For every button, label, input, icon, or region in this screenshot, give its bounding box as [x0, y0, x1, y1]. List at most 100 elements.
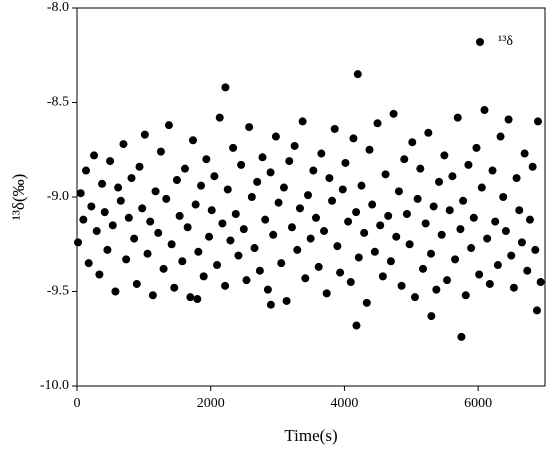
point: [298, 117, 307, 126]
point: [475, 270, 484, 279]
point: [188, 136, 197, 145]
point: [287, 223, 296, 232]
legend-marker: [476, 38, 484, 46]
point: [205, 232, 214, 241]
point: [213, 261, 222, 270]
point: [531, 245, 540, 254]
point: [255, 266, 264, 275]
point: [140, 130, 149, 139]
y-axis-title: ¹³δ(‰): [9, 174, 28, 221]
point: [394, 187, 403, 196]
point: [448, 172, 457, 181]
point: [451, 255, 460, 264]
point: [180, 164, 189, 173]
point: [464, 160, 473, 169]
x-tick-label: 0: [74, 396, 81, 411]
x-tick-label: 2000: [197, 396, 225, 411]
point: [282, 296, 291, 305]
point: [103, 245, 112, 254]
point: [199, 272, 208, 281]
point: [381, 170, 390, 179]
point: [405, 240, 414, 249]
point: [357, 181, 366, 190]
point: [469, 213, 478, 222]
point: [98, 179, 107, 188]
point: [456, 225, 465, 234]
point: [274, 198, 283, 207]
point: [261, 215, 270, 224]
point: [421, 219, 430, 228]
point: [512, 174, 521, 183]
point: [170, 283, 179, 292]
point: [207, 206, 216, 215]
point: [520, 149, 529, 158]
point: [122, 255, 131, 264]
point: [328, 196, 337, 205]
point: [172, 175, 181, 184]
point: [135, 162, 144, 171]
y-tick-label: -9.0: [47, 189, 69, 204]
point: [194, 247, 203, 256]
point: [330, 124, 339, 133]
point: [413, 194, 422, 203]
point: [325, 174, 334, 183]
point: [183, 223, 192, 232]
point: [309, 166, 318, 175]
point: [373, 119, 382, 128]
point: [303, 191, 312, 200]
point: [269, 230, 278, 239]
point: [74, 238, 83, 247]
point: [349, 134, 358, 143]
point: [229, 143, 238, 152]
point: [148, 291, 157, 300]
point: [143, 249, 152, 258]
point: [175, 211, 184, 220]
point: [221, 281, 230, 290]
point: [116, 196, 125, 205]
y-tick-label: -10.0: [40, 378, 69, 393]
point: [223, 185, 232, 194]
point: [427, 312, 436, 321]
point: [443, 276, 452, 285]
point: [106, 157, 115, 166]
point: [445, 206, 454, 215]
point: [138, 204, 147, 213]
point: [376, 221, 385, 230]
point: [435, 177, 444, 186]
point: [247, 193, 256, 201]
point: [378, 272, 387, 281]
point: [365, 145, 374, 154]
point: [352, 208, 361, 217]
point: [354, 253, 363, 262]
point: [92, 227, 101, 236]
point: [477, 183, 486, 192]
point: [333, 242, 342, 251]
point: [231, 210, 240, 219]
point: [221, 83, 230, 92]
point: [459, 196, 468, 205]
point: [90, 151, 99, 160]
point: [525, 215, 534, 224]
point: [253, 177, 262, 186]
point: [87, 202, 96, 211]
point: [483, 234, 492, 243]
point: [237, 160, 246, 169]
point: [178, 257, 187, 266]
point: [491, 217, 500, 226]
point: [132, 279, 141, 288]
point: [108, 221, 117, 230]
point: [532, 306, 541, 315]
point: [370, 247, 379, 256]
point: [432, 285, 441, 294]
point: [346, 278, 355, 287]
point: [218, 219, 227, 228]
x-tick-label: 4000: [330, 396, 358, 411]
point: [111, 287, 120, 296]
point: [154, 228, 163, 237]
point: [114, 183, 123, 192]
legend-label: ¹³δ: [498, 34, 513, 49]
point: [427, 249, 436, 258]
point: [202, 155, 211, 164]
point: [392, 232, 401, 241]
